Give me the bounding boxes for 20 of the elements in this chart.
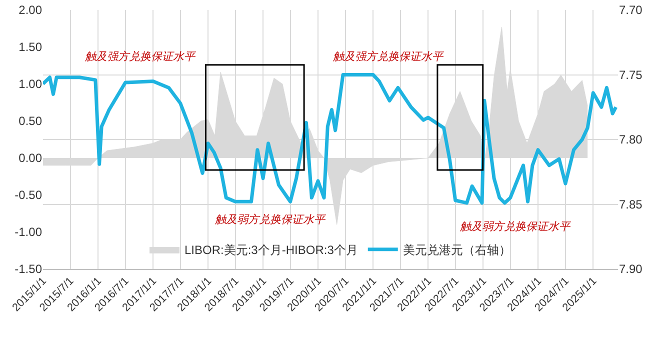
annotation: 触及弱方兑换保证水平 <box>459 220 571 233</box>
y2-tick-label: 7.90 <box>619 262 643 276</box>
legend-label: 美元兑港元（右轴） <box>402 243 511 257</box>
y-tick-label: -1.00 <box>14 225 42 240</box>
y-tick-label: -0.50 <box>14 188 42 202</box>
y-tick-label: 0.00 <box>18 151 42 166</box>
y-tick-label: 1.00 <box>18 77 42 92</box>
annotation: 触及强方兑换保证水平 <box>84 50 196 63</box>
y-tick-label: 1.50 <box>18 40 42 54</box>
legend-label: LIBOR:美元:3个月-HIBOR:3个月 <box>184 243 358 257</box>
y-tick-label: 2.00 <box>18 3 42 18</box>
y2-tick-label: 7.70 <box>619 3 643 18</box>
y2-tick-label: 7.85 <box>619 197 643 212</box>
line-series <box>43 73 618 205</box>
annotation: 触及弱方兑换保证水平 <box>214 213 326 226</box>
y-tick-label: -1.50 <box>14 262 42 276</box>
y2-tick-label: 7.80 <box>619 132 643 147</box>
y2-tick-label: 7.75 <box>619 68 643 82</box>
y-tick-label: 0.50 <box>18 114 42 128</box>
annotation: 触及强方兑换保证水平 <box>332 50 444 63</box>
